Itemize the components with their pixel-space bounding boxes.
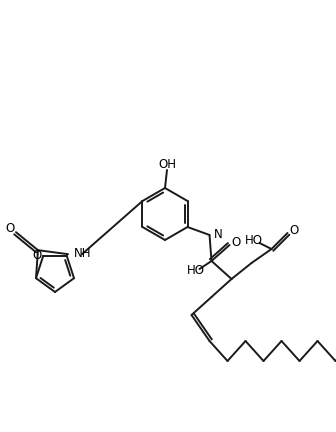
Text: OH: OH <box>158 158 176 171</box>
Text: O: O <box>33 249 42 262</box>
Text: NH: NH <box>74 247 91 260</box>
Text: O: O <box>5 222 14 235</box>
Text: HO: HO <box>245 235 262 248</box>
Text: O: O <box>289 225 298 238</box>
Text: N: N <box>213 229 222 241</box>
Text: HO: HO <box>186 264 205 277</box>
Text: O: O <box>231 236 240 250</box>
